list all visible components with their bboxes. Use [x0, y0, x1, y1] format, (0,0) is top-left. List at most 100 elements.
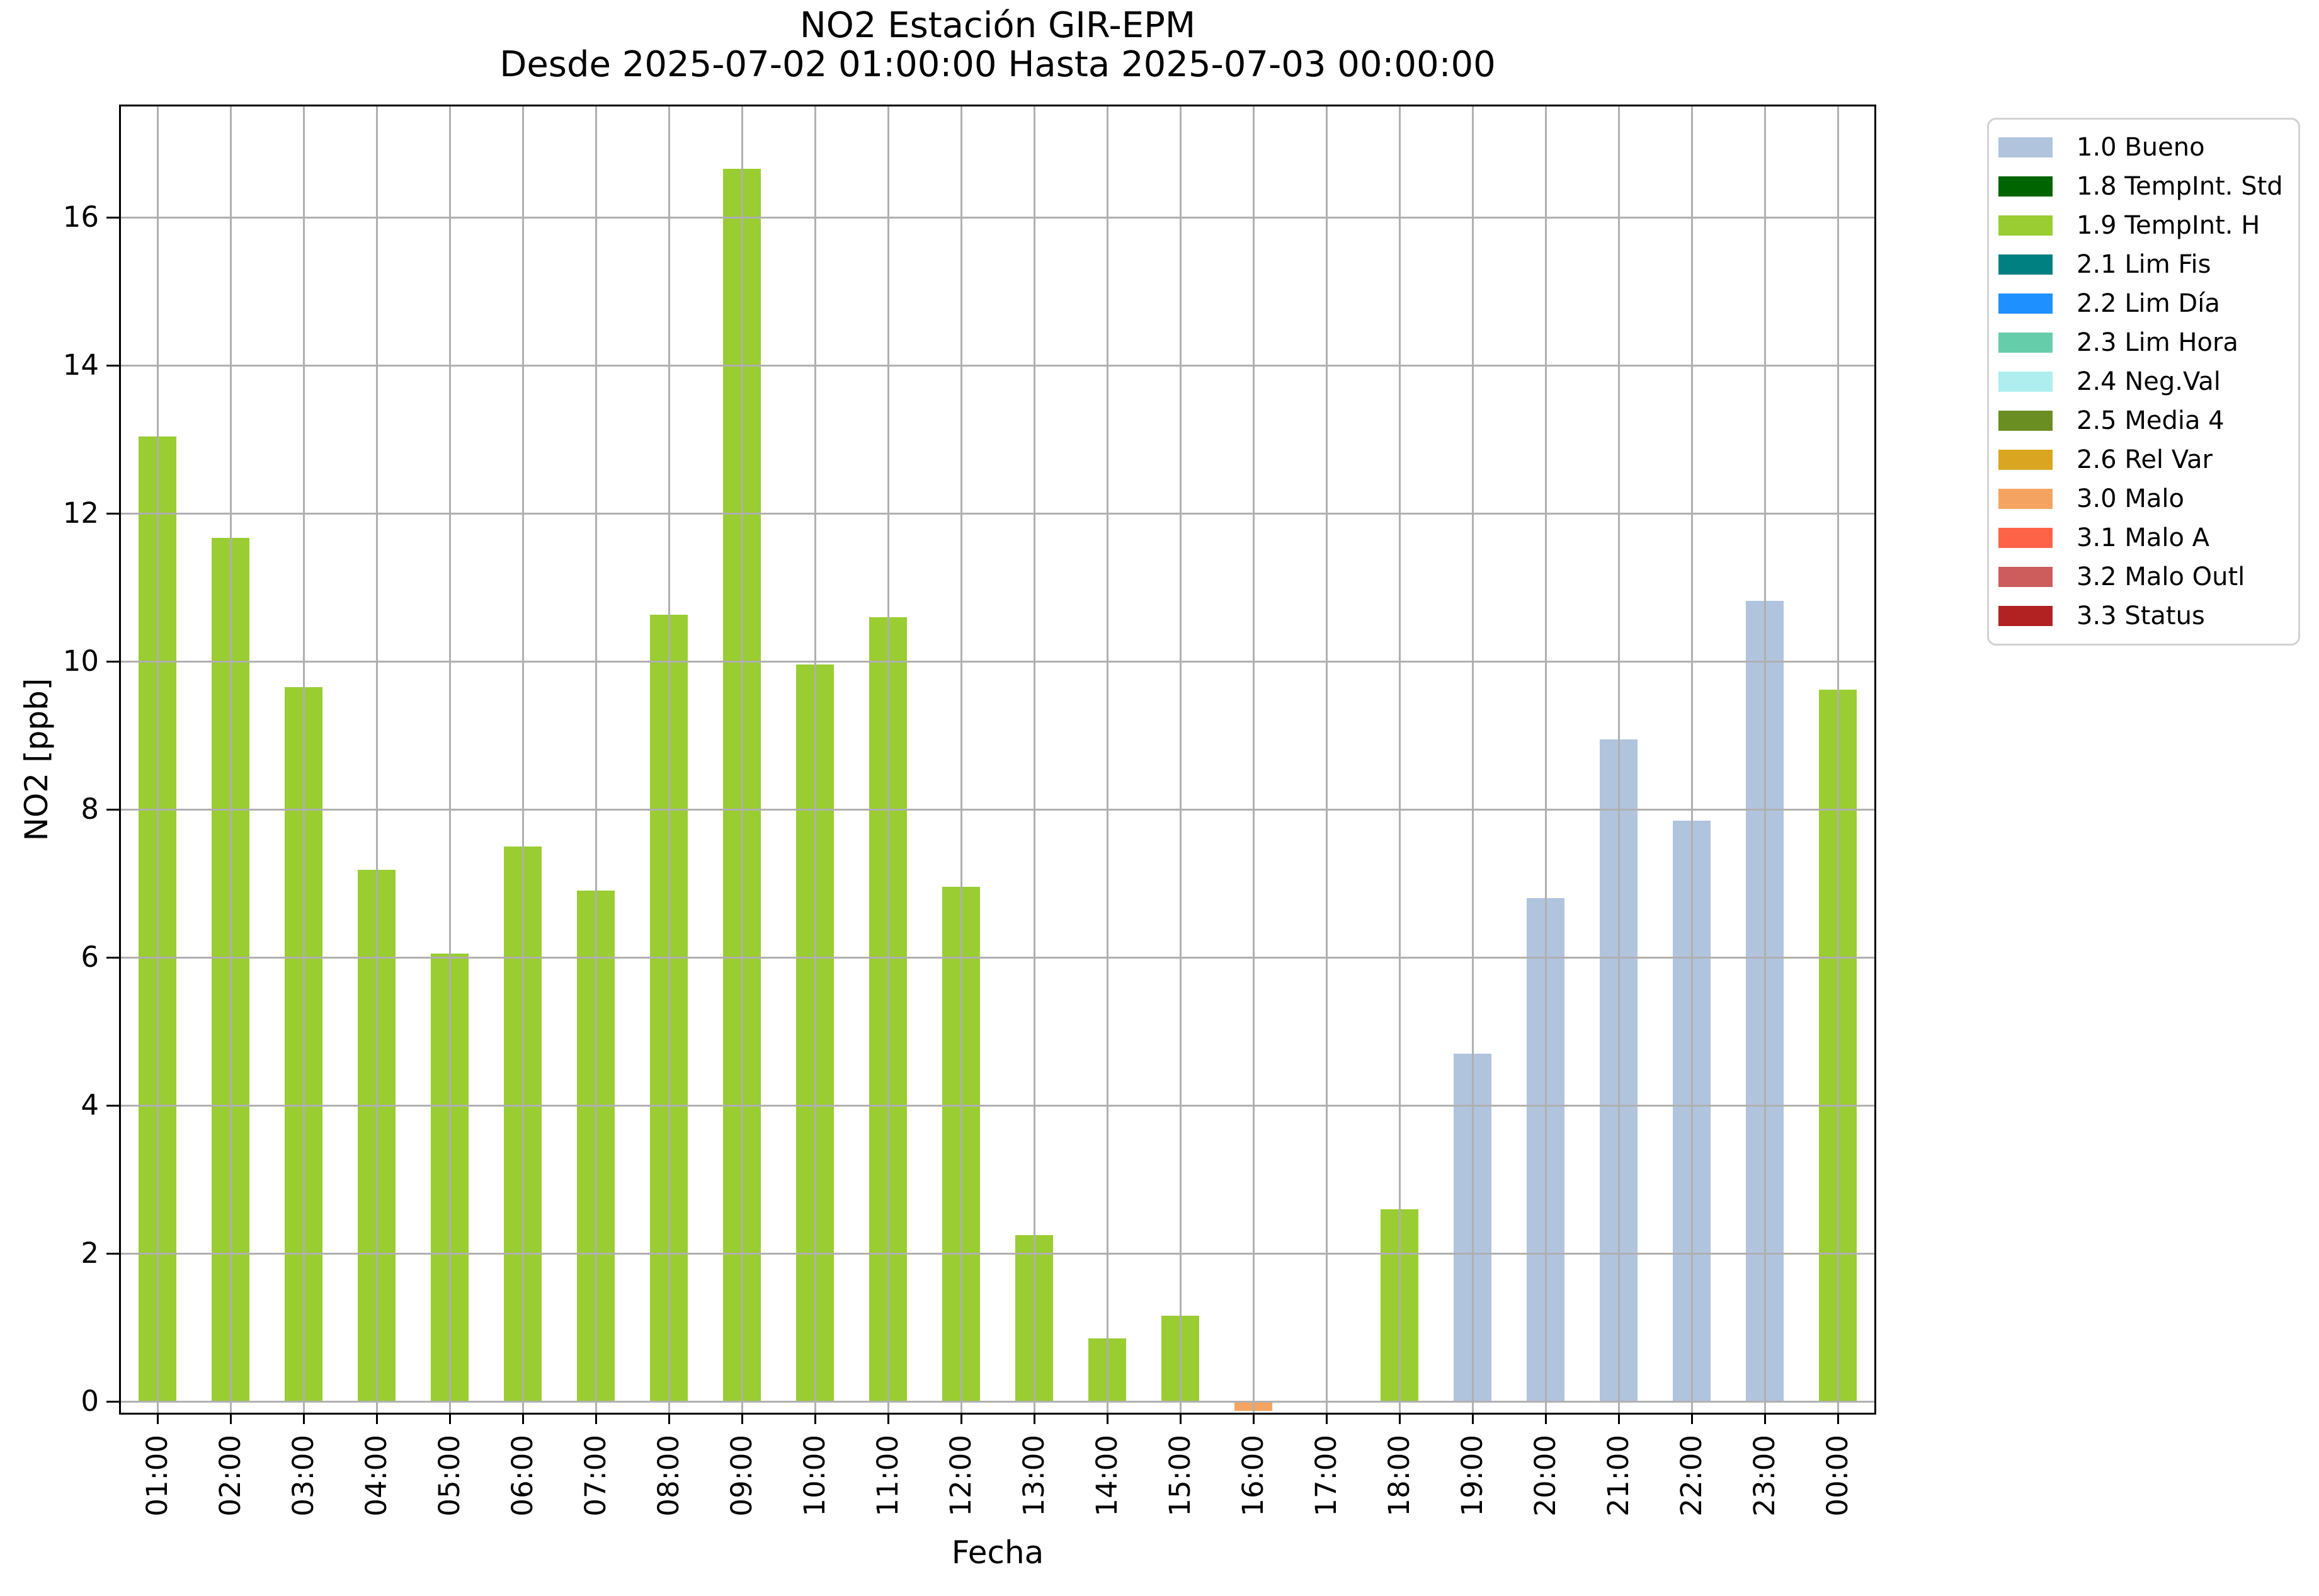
x-tick-09:00 — [741, 1415, 743, 1424]
x-tick-label-23:00: 23:00 — [1748, 1435, 1781, 1517]
y-tick-label-10: 10 — [62, 644, 99, 678]
legend-item-2.3 Lim Hora: 2.3 Lim Hora — [1998, 323, 2292, 362]
gridline-x-22:00 — [1690, 106, 1693, 1413]
y-tick-label-8: 8 — [81, 792, 99, 826]
x-tick-03:00 — [302, 1415, 305, 1424]
legend-item-label: 3.3 Status — [2077, 601, 2205, 630]
gridline-y-4 — [121, 1104, 1874, 1107]
x-tick-label-14:00: 14:00 — [1090, 1435, 1124, 1517]
legend-item-2.5 Media 4: 2.5 Media 4 — [1998, 401, 2292, 440]
gridline-y-8 — [121, 808, 1874, 811]
gridline-x-10:00 — [814, 106, 816, 1413]
y-tick-6 — [106, 956, 119, 959]
x-tick-21:00 — [1617, 1415, 1620, 1424]
legend-item-1.9 TempInt. H: 1.9 TempInt. H — [1998, 206, 2292, 245]
x-tick-label-17:00: 17:00 — [1309, 1435, 1343, 1517]
y-tick-8 — [106, 808, 119, 811]
legend: 1.0 Bueno 1.8 TempInt. Std 1.9 TempInt. H 2… — [1987, 118, 2300, 646]
legend-swatch-icon — [1998, 567, 2053, 587]
x-tick-label-13:00: 13:00 — [1017, 1435, 1051, 1517]
gridline-y-12 — [121, 512, 1874, 515]
x-tick-07:00 — [595, 1415, 597, 1424]
y-tick-12 — [106, 512, 119, 515]
y-tick-label-4: 4 — [81, 1088, 99, 1122]
x-tick-05:00 — [448, 1415, 451, 1424]
x-tick-15:00 — [1179, 1415, 1182, 1424]
gridline-x-11:00 — [887, 106, 889, 1413]
legend-item-label: 3.0 Malo — [2077, 484, 2184, 513]
chart-title: NO2 Estación GIR-EPM — [799, 5, 1196, 46]
chart-subtitle: Desde 2025-07-02 01:00:00 Hasta 2025-07-… — [499, 44, 1496, 85]
legend-swatch-icon — [1998, 137, 2053, 157]
legend-item-2.4 Neg.Val: 2.4 Neg.Val — [1998, 362, 2292, 401]
y-tick-0 — [106, 1400, 119, 1403]
gridline-x-15:00 — [1179, 106, 1182, 1413]
legend-swatch-icon — [1998, 528, 2053, 548]
x-tick-16:00 — [1252, 1415, 1255, 1424]
x-tick-label-03:00: 03:00 — [287, 1435, 320, 1517]
gridline-x-13:00 — [1033, 106, 1035, 1413]
x-tick-01:00 — [156, 1415, 159, 1424]
y-tick-label-6: 6 — [81, 940, 99, 974]
x-tick-18:00 — [1398, 1415, 1401, 1424]
legend-swatch-icon — [1998, 294, 2053, 314]
x-tick-label-20:00: 20:00 — [1529, 1435, 1562, 1517]
gridline-x-06:00 — [521, 106, 524, 1413]
x-tick-04:00 — [375, 1415, 378, 1424]
x-tick-label-18:00: 18:00 — [1382, 1435, 1416, 1517]
legend-item-label: 2.4 Neg.Val — [2077, 367, 2221, 396]
gridline-y-0 — [121, 1400, 1874, 1403]
gridline-x-18:00 — [1398, 106, 1401, 1413]
y-tick-4 — [106, 1104, 119, 1107]
gridline-x-07:00 — [595, 106, 597, 1413]
gridline-x-02:00 — [229, 106, 232, 1413]
y-tick-label-16: 16 — [62, 200, 99, 234]
legend-item-label: 1.0 Bueno — [2077, 133, 2205, 162]
x-tick-label-22:00: 22:00 — [1675, 1435, 1708, 1517]
gridline-x-23:00 — [1763, 106, 1766, 1413]
legend-item-2.6 Rel Var: 2.6 Rel Var — [1998, 440, 2292, 479]
x-tick-06:00 — [521, 1415, 524, 1424]
legend-swatch-icon — [1998, 606, 2053, 626]
legend-item-3.2 Malo Outl: 3.2 Malo Outl — [1998, 557, 2292, 596]
y-tick-label-12: 12 — [62, 496, 99, 530]
x-tick-11:00 — [887, 1415, 889, 1424]
gridline-y-14 — [121, 364, 1874, 367]
x-tick-08:00 — [668, 1415, 670, 1424]
plot-area — [119, 105, 1876, 1415]
gridline-x-09:00 — [741, 106, 743, 1413]
x-tick-label-10:00: 10:00 — [798, 1435, 831, 1517]
legend-item-1.8 TempInt. Std: 1.8 TempInt. Std — [1998, 167, 2292, 206]
gridline-x-04:00 — [375, 106, 378, 1413]
legend-swatch-icon — [1998, 411, 2053, 431]
legend-item-label: 3.2 Malo Outl — [2077, 562, 2245, 591]
gridline-x-03:00 — [302, 106, 305, 1413]
x-tick-label-01:00: 01:00 — [140, 1435, 174, 1517]
x-tick-23:00 — [1763, 1415, 1766, 1424]
y-tick-14 — [106, 364, 119, 367]
gridline-x-05:00 — [448, 106, 451, 1413]
y-tick-label-14: 14 — [62, 348, 99, 382]
x-tick-label-08:00: 08:00 — [652, 1435, 685, 1517]
x-axis-label: Fecha — [951, 1534, 1044, 1571]
legend-swatch-icon — [1998, 489, 2053, 509]
x-tick-12:00 — [960, 1415, 962, 1424]
x-tick-label-07:00: 07:00 — [579, 1435, 612, 1517]
gridline-x-20:00 — [1544, 106, 1547, 1413]
legend-swatch-icon — [1998, 254, 2053, 275]
x-tick-label-09:00: 09:00 — [725, 1435, 758, 1517]
x-tick-13:00 — [1033, 1415, 1035, 1424]
gridline-x-08:00 — [668, 106, 670, 1413]
gridline-y-6 — [121, 956, 1874, 959]
x-tick-10:00 — [814, 1415, 816, 1424]
gridline-x-00:00 — [1837, 106, 1839, 1413]
x-tick-label-12:00: 12:00 — [944, 1435, 977, 1517]
x-tick-label-16:00: 16:00 — [1236, 1435, 1270, 1517]
legend-item-label: 2.3 Lim Hora — [2077, 328, 2238, 357]
y-tick-10 — [106, 660, 119, 663]
legend-item-3.3 Status: 3.3 Status — [1998, 596, 2292, 636]
legend-item-2.1 Lim Fis: 2.1 Lim Fis — [1998, 245, 2292, 284]
gridline-x-14:00 — [1106, 106, 1108, 1413]
gridline-x-21:00 — [1617, 106, 1620, 1413]
